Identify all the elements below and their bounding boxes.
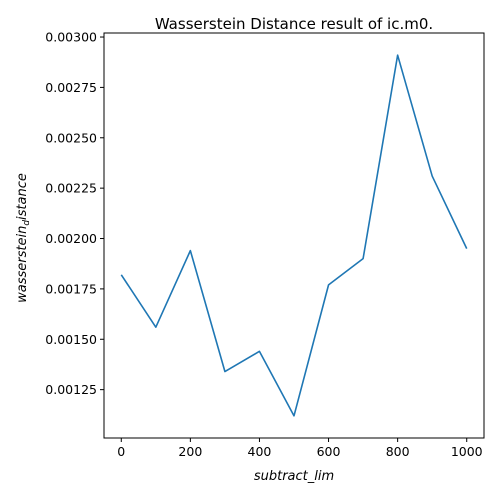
y-tick-label: 0.00150 bbox=[45, 332, 97, 347]
series-line bbox=[121, 55, 466, 416]
x-tick-label: 800 bbox=[386, 444, 410, 459]
x-tick-label: 400 bbox=[248, 444, 272, 459]
y-tick-label: 0.00275 bbox=[45, 80, 97, 95]
y-axis-label-tail: istance bbox=[15, 173, 30, 220]
y-tick-label: 0.00175 bbox=[45, 281, 97, 296]
x-tick-label: 200 bbox=[178, 444, 202, 459]
x-axis-label: subtract_lim bbox=[254, 469, 334, 484]
y-tick-label: 0.00125 bbox=[45, 382, 97, 397]
x-axis-ticks: 0 200 400 600 800 1000 bbox=[117, 438, 482, 459]
y-tick-label: 0.00250 bbox=[45, 130, 97, 145]
axes-frame bbox=[104, 33, 484, 438]
x-tick-label: 600 bbox=[317, 444, 341, 459]
y-axis-ticks: 0.00125 0.00150 0.00175 0.00200 0.00225 0.002… bbox=[45, 30, 104, 398]
y-tick-label: 0.00300 bbox=[45, 30, 97, 45]
chart-title: Wasserstein Distance result of ic.m0. bbox=[155, 15, 433, 33]
x-tick-label: 0 bbox=[117, 444, 125, 459]
y-tick-label: 0.00200 bbox=[45, 231, 97, 246]
plot-area bbox=[120, 54, 467, 416]
y-axis-label: wassersteindistance bbox=[15, 173, 32, 303]
y-tick-label: 0.00225 bbox=[45, 181, 97, 196]
y-axis-label-main: wasserstein bbox=[15, 226, 30, 303]
x-tick-label: 1000 bbox=[451, 444, 483, 459]
